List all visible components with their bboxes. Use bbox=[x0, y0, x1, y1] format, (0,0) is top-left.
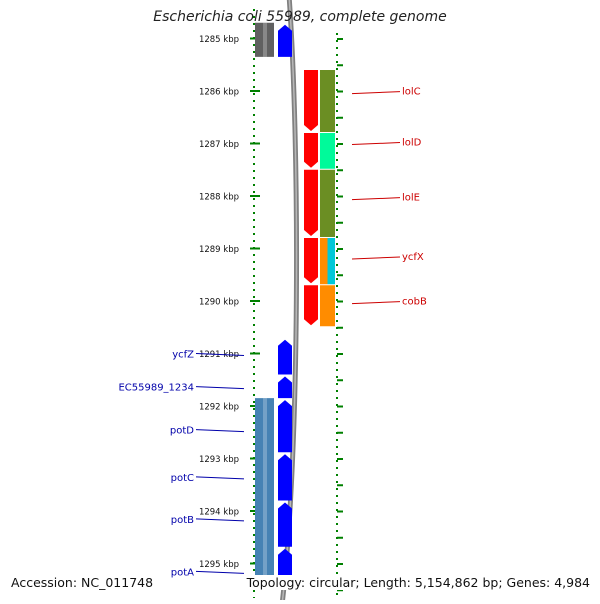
gene-label-leader bbox=[351, 142, 401, 146]
feature-band bbox=[320, 70, 335, 132]
gene-label: ycfZ bbox=[172, 350, 194, 361]
gene-arrow bbox=[278, 502, 292, 547]
ruler-tick-label: 1290 kbp bbox=[199, 298, 239, 308]
gene-arrow bbox=[278, 400, 292, 453]
ruler-tick-label: 1292 kbp bbox=[199, 403, 239, 413]
gene-arrow bbox=[304, 70, 318, 131]
ruler-tick-label: 1288 kbp bbox=[199, 193, 239, 203]
gene-label: potA bbox=[171, 567, 194, 578]
feature-band bbox=[320, 238, 328, 285]
gene-label-leader bbox=[195, 386, 245, 390]
gene-label: potB bbox=[171, 515, 194, 526]
gene-label: cobB bbox=[402, 297, 427, 308]
ruler-tick-label: 1286 kbp bbox=[199, 88, 239, 98]
gene-label: potD bbox=[170, 426, 194, 437]
ruler-tick-label: 1293 kbp bbox=[199, 455, 239, 465]
feature-band-highlight bbox=[263, 22, 267, 57]
feature-band-group bbox=[255, 22, 274, 57]
gene-arrow bbox=[278, 376, 292, 399]
gene-arrow bbox=[304, 169, 318, 236]
feature-band bbox=[320, 169, 335, 237]
gene-arrow bbox=[304, 285, 318, 326]
ruler-tick-label: 1294 kbp bbox=[199, 508, 239, 518]
ruler-tick-label: 1291 kbp bbox=[199, 350, 239, 360]
gene-label-leader bbox=[195, 570, 245, 574]
gene-arrow bbox=[278, 454, 292, 501]
gene-label: lolC bbox=[402, 87, 421, 98]
gene-label: EC55989_1234 bbox=[118, 383, 194, 394]
gene-label-leader bbox=[351, 256, 401, 260]
accession-text: Accession: NC_011748 bbox=[9, 575, 156, 590]
gene-arrow bbox=[304, 133, 318, 168]
feature-band bbox=[320, 285, 335, 327]
gene-label-leader bbox=[195, 429, 245, 433]
feature-band bbox=[320, 133, 335, 169]
gene-label-leader bbox=[351, 301, 401, 305]
gene-label: lolD bbox=[402, 138, 422, 149]
feature-band bbox=[327, 238, 335, 285]
feature-band bbox=[255, 398, 274, 590]
gene-arrow bbox=[278, 24, 292, 57]
gene-label-leader bbox=[195, 476, 245, 480]
ruler-tick-label: 1287 kbp bbox=[199, 140, 239, 150]
genome-summary-text: Topology: circular; Length: 5,154,862 bp… bbox=[244, 575, 592, 590]
gene-label-leader bbox=[351, 91, 401, 95]
gene-label-leader bbox=[195, 353, 245, 356]
feature-band-group bbox=[255, 398, 274, 590]
gene-label-leader bbox=[351, 197, 401, 201]
gene-arrow bbox=[304, 238, 318, 284]
map-title: Escherichia coli 55989, complete genome bbox=[153, 9, 447, 25]
gene-label: potC bbox=[171, 473, 194, 484]
gene-arrow bbox=[278, 339, 292, 375]
gene-label: lolE bbox=[402, 193, 420, 204]
feature-band bbox=[255, 22, 274, 57]
feature-band-highlight bbox=[263, 398, 267, 590]
gene-label-leader bbox=[195, 518, 245, 522]
ruler-tick-label: 1295 kbp bbox=[199, 560, 239, 570]
ruler-tick-label: 1285 kbp bbox=[199, 35, 239, 45]
gene-label: ycfX bbox=[402, 252, 424, 263]
ruler-tick-label: 1289 kbp bbox=[199, 245, 239, 255]
